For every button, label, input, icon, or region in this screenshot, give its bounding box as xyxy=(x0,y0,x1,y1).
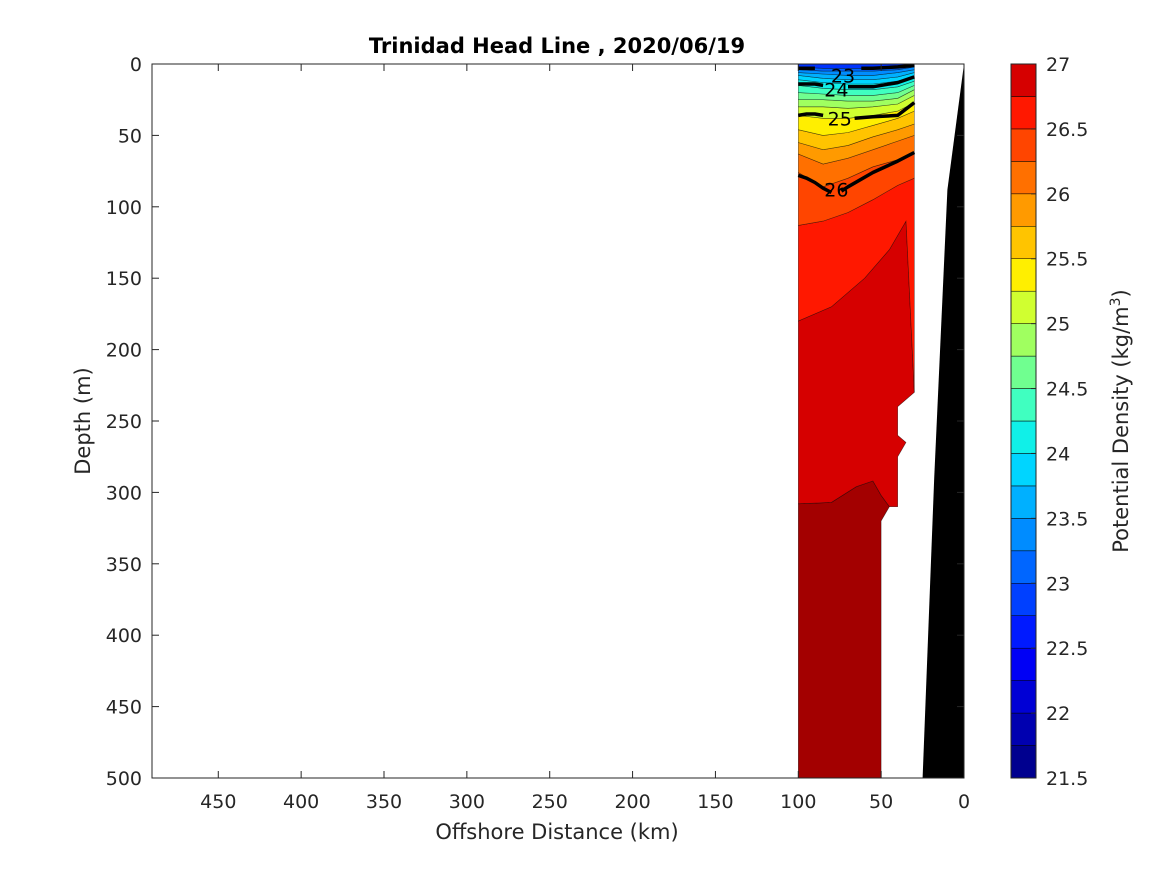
colorbar-tick-label: 24 xyxy=(1046,443,1070,465)
contour-line-24 xyxy=(798,82,824,88)
contour-line-24 xyxy=(848,75,915,89)
colorbar-tick-label: 27 xyxy=(1046,54,1070,76)
x-tick-label: 100 xyxy=(780,791,816,813)
contour-label-25: 25 xyxy=(828,108,852,130)
y-tick-label: 500 xyxy=(106,768,142,790)
contour-line-26 xyxy=(797,173,833,195)
colorbar-tick-label: 23 xyxy=(1046,573,1070,595)
colorbar-tick-label: 26 xyxy=(1046,184,1070,206)
colorbar-tick-label: 25.5 xyxy=(1046,249,1088,271)
colorbar-swatch xyxy=(1010,193,1037,227)
y-tick-label: 200 xyxy=(106,340,142,362)
contour-line-layer xyxy=(797,64,916,195)
colorbar-swatch xyxy=(1010,680,1037,714)
colorbar-swatch xyxy=(1010,615,1037,649)
colorbar-swatch xyxy=(1010,453,1037,487)
x-tick-label: 300 xyxy=(449,791,485,813)
y-tick-label: 50 xyxy=(118,125,142,147)
colorbar-swatch xyxy=(1010,518,1037,552)
y-tick-label: 250 xyxy=(106,411,142,433)
bathymetry-layer xyxy=(922,64,964,778)
y-tick-label: 300 xyxy=(106,482,142,504)
colorbar-swatch xyxy=(1010,96,1037,130)
contour-line-26 xyxy=(840,150,916,193)
colorbar-swatch xyxy=(1010,583,1037,616)
y-tick-label: 0 xyxy=(130,54,142,76)
colorbar-swatch xyxy=(1010,647,1037,681)
contour-fill-layer xyxy=(797,64,915,778)
x-tick-label: 450 xyxy=(200,791,236,813)
contour-line-25 xyxy=(798,112,824,118)
y-tick-label: 150 xyxy=(106,268,142,290)
colorbar-label-main: Potential Density (kg/m xyxy=(1109,306,1133,552)
y-tick-label: 450 xyxy=(106,697,142,719)
colorbar-swatch xyxy=(1010,388,1037,422)
seafloor-bathymetry xyxy=(922,64,964,778)
x-tick-label: 400 xyxy=(283,791,319,813)
contour-label-24: 24 xyxy=(824,80,848,102)
y-axis: 0 50 100 150 200 250 300 350 400 450 500 xyxy=(106,54,964,790)
x-tick-label: 50 xyxy=(869,791,893,813)
contour-label-26: 26 xyxy=(824,180,848,202)
contour-band-27-plus xyxy=(797,480,890,778)
colorbar-frame xyxy=(1010,63,1037,779)
x-tick-label: 350 xyxy=(366,791,402,813)
colorbar xyxy=(1010,63,1037,779)
colorbar-label-superscript: 3 xyxy=(1108,297,1124,306)
colorbar-tick-label: 25 xyxy=(1046,314,1070,336)
colorbar-tick-label: 24.5 xyxy=(1046,379,1088,401)
x-axis-label: Offshore Distance (km) xyxy=(435,820,678,844)
colorbar-swatch xyxy=(1010,550,1037,584)
colorbar-tick-label: 21.5 xyxy=(1046,768,1088,790)
y-tick-label: 100 xyxy=(106,197,142,219)
x-tick-label: 250 xyxy=(532,791,568,813)
colorbar-swatch xyxy=(1010,420,1037,454)
contour-line-25 xyxy=(854,101,916,121)
x-axis: 450 400 350 300 250 200 150 100 50 0 xyxy=(200,64,970,813)
colorbar-swatch xyxy=(1010,485,1037,519)
colorbar-tick-label: 26.5 xyxy=(1046,119,1088,141)
colorbar-tick-label: 22.5 xyxy=(1046,638,1088,660)
colorbar-label-close: ) xyxy=(1109,289,1133,297)
colorbar-tick-label: 23.5 xyxy=(1046,508,1088,530)
colorbar-swatch xyxy=(1010,226,1037,259)
y-tick-label: 350 xyxy=(106,554,142,576)
colorbar-swatch xyxy=(1010,258,1037,292)
x-tick-label: 200 xyxy=(614,791,650,813)
colorbar-swatch xyxy=(1010,290,1037,324)
colorbar-swatch xyxy=(1010,745,1037,779)
contour-label-23: 23 xyxy=(831,65,855,87)
colorbar-swatch xyxy=(1010,128,1037,162)
colorbar-axis: 27 26.5 26 25.5 25 24.5 24 23.5 23 22.5 22 21.5 xyxy=(1031,54,1088,790)
colorbar-swatch xyxy=(1010,712,1037,746)
colorbar-swatch xyxy=(1010,63,1037,97)
x-tick-label: 0 xyxy=(958,791,970,813)
y-axis-label: Depth (m) xyxy=(71,367,95,474)
contour-line-23 xyxy=(861,64,915,71)
colorbar-label: Potential Density (kg/m3) xyxy=(1108,289,1133,553)
colorbar-swatch xyxy=(1010,161,1037,195)
x-tick-label: 150 xyxy=(697,791,733,813)
colorbar-tick-label: 22 xyxy=(1046,703,1070,725)
chart-title: Trinidad Head Line , 2020/06/19 xyxy=(369,34,745,58)
y-tick-label: 400 xyxy=(106,625,142,647)
colorbar-swatch xyxy=(1010,323,1037,357)
colorbar-swatch xyxy=(1010,355,1037,389)
